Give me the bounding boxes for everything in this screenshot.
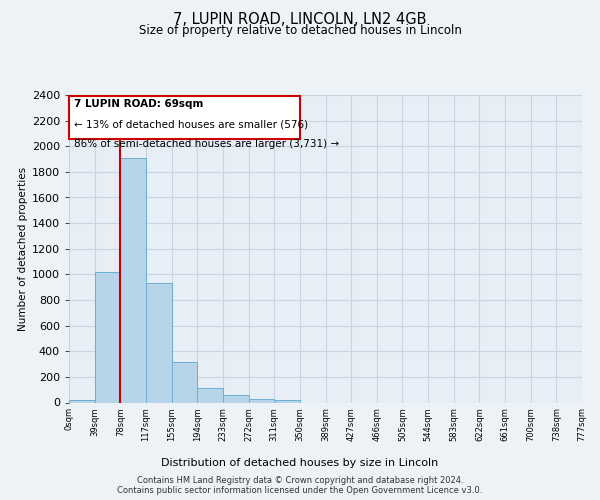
- Bar: [223, 396, 248, 402]
- Bar: [121, 158, 146, 402]
- Text: Distribution of detached houses by size in Lincoln: Distribution of detached houses by size …: [161, 458, 439, 468]
- Bar: [69, 400, 95, 402]
- Bar: [146, 284, 172, 403]
- Bar: [274, 400, 300, 402]
- Text: 7, LUPIN ROAD, LINCOLN, LN2 4GB: 7, LUPIN ROAD, LINCOLN, LN2 4GB: [173, 12, 427, 28]
- FancyBboxPatch shape: [69, 96, 300, 138]
- Bar: [197, 388, 223, 402]
- Bar: [172, 362, 197, 403]
- Text: Size of property relative to detached houses in Lincoln: Size of property relative to detached ho…: [139, 24, 461, 37]
- Bar: [95, 272, 121, 402]
- Text: ← 13% of detached houses are smaller (576): ← 13% of detached houses are smaller (57…: [74, 120, 308, 130]
- Y-axis label: Number of detached properties: Number of detached properties: [17, 166, 28, 331]
- Text: Contains HM Land Registry data © Crown copyright and database right 2024.: Contains HM Land Registry data © Crown c…: [137, 476, 463, 485]
- Text: Contains public sector information licensed under the Open Government Licence v3: Contains public sector information licen…: [118, 486, 482, 495]
- Text: 7 LUPIN ROAD: 69sqm: 7 LUPIN ROAD: 69sqm: [74, 100, 203, 110]
- Bar: [248, 398, 274, 402]
- Text: 86% of semi-detached houses are larger (3,731) →: 86% of semi-detached houses are larger (…: [74, 140, 339, 149]
